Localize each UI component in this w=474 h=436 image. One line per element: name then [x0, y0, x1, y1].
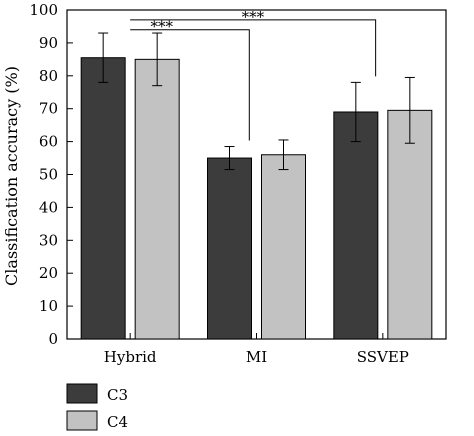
y-tick-label-4: 40 [39, 198, 58, 216]
legend-swatch-C3 [66, 383, 98, 404]
y-tick-label-7: 70 [39, 100, 58, 118]
y-tick-label-6: 60 [39, 133, 58, 151]
x-tick-label-2: SSVEP [357, 348, 409, 366]
legend-label-C4: C4 [107, 413, 128, 431]
significance-label-1: *** [242, 8, 265, 26]
significance-label-0: *** [150, 18, 173, 36]
y-tick-label-1: 10 [39, 297, 58, 315]
legend: C3 C4 [66, 383, 128, 431]
y-tick-label-3: 30 [39, 231, 58, 249]
y-tick-label-8: 80 [39, 67, 58, 85]
y-axis-title: Classification accuracy (%) [2, 66, 21, 286]
x-tick-label-0: Hybrid [104, 348, 157, 366]
significance-bracket-1 [130, 19, 377, 77]
y-tick-label-0: 0 [48, 330, 58, 348]
bar-C4-SSVEP [387, 109, 433, 340]
bar-C4-Hybrid [134, 58, 180, 340]
significance-bracket-0 [130, 29, 250, 141]
y-tick-label-2: 20 [39, 264, 58, 282]
bar-C3-MI [207, 157, 252, 340]
y-tick-label-10: 100 [29, 1, 58, 19]
bar-C4-MI [261, 154, 306, 340]
y-tick-label-9: 90 [39, 34, 58, 52]
plot-area: 0 10 20 30 40 50 60 70 80 90 100 Hybrid MI SSVEP *** **… [29, 1, 447, 366]
y-tick-label-5: 50 [39, 166, 58, 184]
legend-label-C3: C3 [107, 386, 128, 404]
bar-C3-Hybrid [80, 57, 126, 340]
x-tick-label-1: MI [246, 348, 267, 366]
legend-swatch-C4 [66, 410, 98, 431]
bar-C3-SSVEP [333, 111, 379, 340]
